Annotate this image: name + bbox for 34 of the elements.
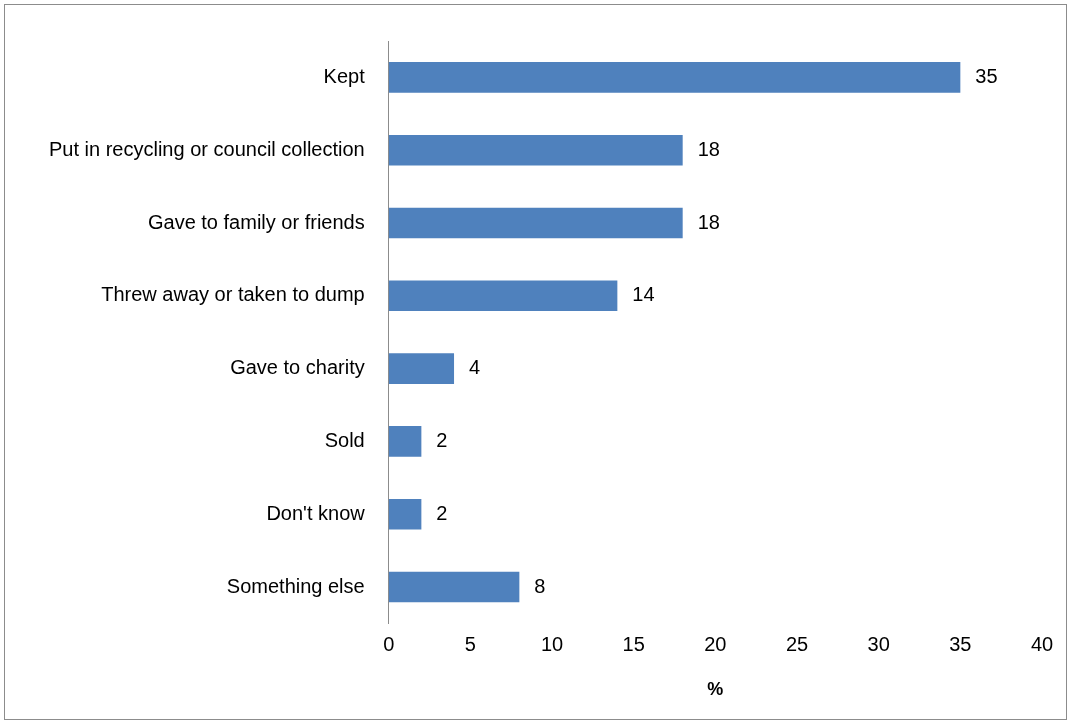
- data-label: 18: [697, 210, 720, 233]
- x-tick-label: 10: [540, 632, 564, 655]
- bar: [388, 571, 520, 603]
- x-tick-label: 35: [949, 632, 972, 655]
- data-label: 4: [469, 356, 481, 379]
- x-tick-label: 15: [622, 632, 645, 655]
- x-tick-label: 30: [867, 632, 890, 655]
- data-label: 2: [436, 501, 448, 524]
- bar: [388, 353, 455, 384]
- y-tick-label: Kept: [323, 64, 366, 87]
- y-tick-label: Sold: [324, 428, 365, 451]
- y-tick-label: Gave to charity: [230, 356, 365, 379]
- x-tick-label: 5: [464, 632, 476, 655]
- y-tick-label: Something else: [226, 574, 365, 597]
- y-tick-label: Gave to family or friends: [147, 210, 365, 233]
- data-label: 18: [697, 137, 720, 160]
- x-tick-label: 20: [704, 632, 727, 655]
- data-label: 14: [632, 283, 655, 306]
- bar: [388, 207, 683, 239]
- bar: [388, 498, 422, 530]
- data-label: 35: [975, 64, 998, 87]
- x-axis-title: %: [707, 679, 724, 700]
- bar: [388, 134, 683, 166]
- y-tick-label: Threw away or taken to dump: [101, 283, 365, 306]
- y-tick-label: Put in recycling or council collection: [49, 137, 365, 160]
- bar: [388, 280, 618, 312]
- x-tick-label: 0: [383, 632, 395, 655]
- y-tick-label: Don't know: [266, 501, 366, 524]
- x-tick-label: 40: [1030, 632, 1054, 655]
- data-label: 8: [534, 574, 546, 597]
- bar: [388, 426, 422, 457]
- x-tick-label: 25: [785, 632, 809, 655]
- bar: [388, 62, 961, 93]
- data-label: 2: [436, 428, 448, 451]
